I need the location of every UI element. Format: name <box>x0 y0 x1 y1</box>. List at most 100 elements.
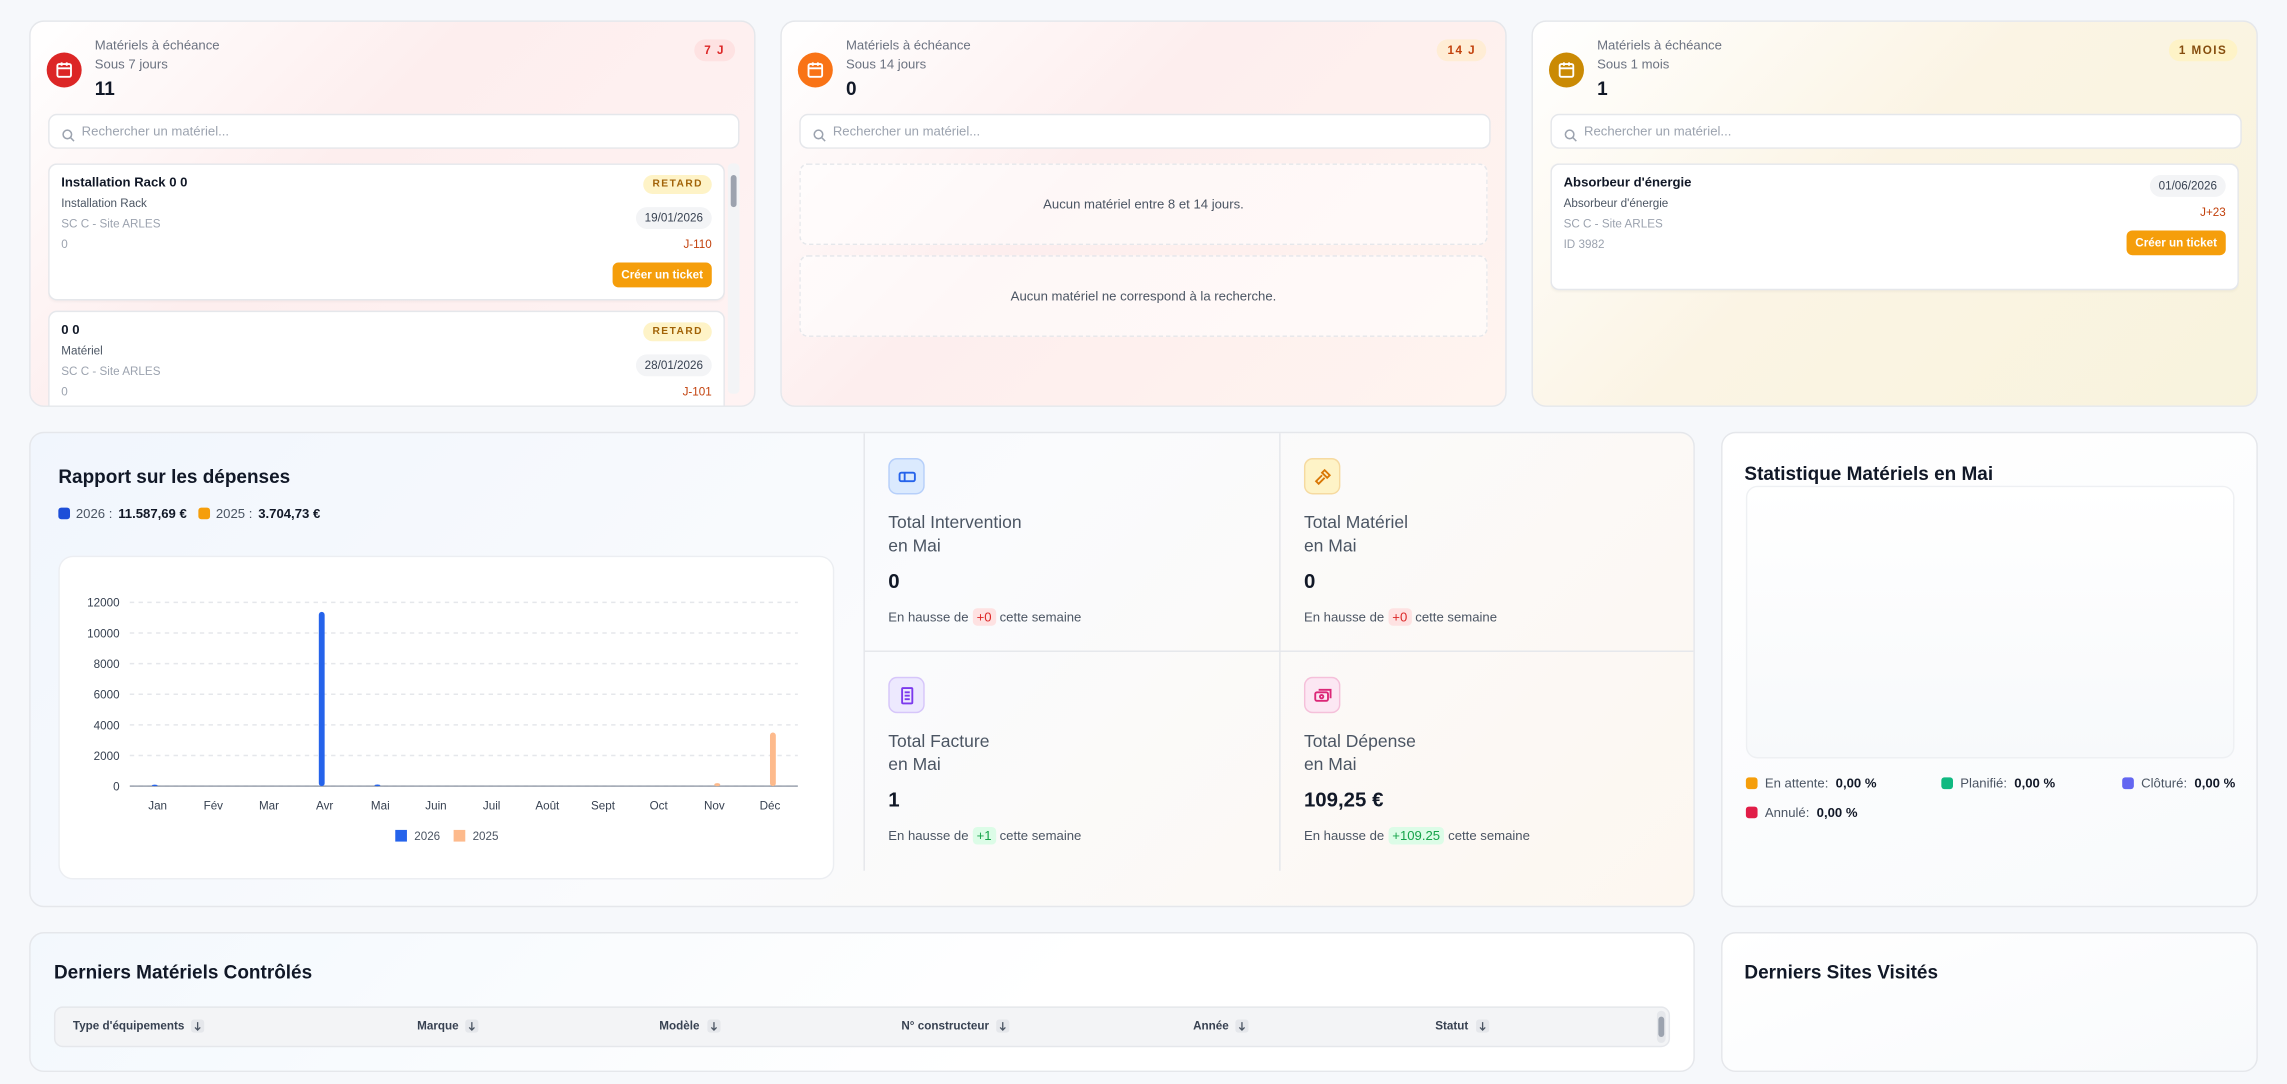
column-label: Type d'équipements <box>72 1019 185 1033</box>
create-ticket-button[interactable]: Créer un ticket <box>2126 230 2226 256</box>
pie-legend-item: Clôturé: 0,00 % <box>2122 776 2235 791</box>
search-box[interactable]: Rechercher un matériel... <box>48 113 740 150</box>
legend-swatch <box>1745 777 1758 790</box>
x-tick-label: Fév <box>204 799 224 812</box>
trend-badge: +0 <box>972 608 996 626</box>
table-title: Derniers Matériels Contrôlés <box>53 961 313 984</box>
item-list: Installation Rack 0 0 RETARD Installation … <box>48 163 725 406</box>
scrollbar <box>727 163 740 394</box>
stat-value: 0 <box>1303 568 1316 593</box>
column-header[interactable]: Année <box>1193 1019 1250 1033</box>
sites-title: Derniers Sites Visités <box>1744 961 1939 984</box>
x-tick-label: Juil <box>483 799 501 812</box>
sort-icon[interactable] <box>1236 1019 1250 1033</box>
stat-period: en Mai <box>888 754 941 775</box>
status-badge: RETARD <box>643 175 712 194</box>
stat-trend: En hausse de +109.25 cette semaine <box>1303 826 1530 845</box>
item-type: Matériel <box>61 344 103 358</box>
sort-icon[interactable] <box>996 1019 1010 1033</box>
y-tick-label: 0 <box>113 781 120 794</box>
y-tick-label: 10000 <box>87 627 120 640</box>
column-label: Marque <box>417 1019 459 1033</box>
legend-label: 2025 : <box>215 506 253 521</box>
trend-badge: +1 <box>972 826 996 845</box>
column-label: Statut <box>1435 1019 1469 1033</box>
item-type: Installation Rack <box>61 196 147 211</box>
search-box[interactable]: Rechercher un matériel... <box>799 113 1491 149</box>
column-header[interactable]: Marque <box>417 1019 480 1033</box>
item: Installation Rack 0 0 RETARD Installation … <box>48 163 725 301</box>
stat-cell: Total Dépense en Mai 109,25 € En hausse de … <box>1279 651 1693 871</box>
sites-panel: Derniers Sites Visités <box>1721 932 2258 1073</box>
pie-legend-item: En attente: 0,00 % <box>1745 775 1877 791</box>
search-placeholder: Rechercher un matériel... <box>1583 123 1732 139</box>
report-legend-item: 2025 : 3.704,73 € <box>198 506 320 521</box>
legend-value: 0,00 % <box>1835 775 1877 791</box>
create-ticket-button[interactable]: Créer un ticket <box>612 262 712 288</box>
column-header[interactable]: Modèle <box>659 1019 720 1033</box>
search-icon <box>61 124 76 150</box>
card-badge: 14 J <box>1437 39 1487 62</box>
sort-icon[interactable] <box>465 1019 480 1033</box>
card-subtitle: Sous 14 jours <box>845 56 927 72</box>
report-panel: Rapport sur les dépenses 2026 : 11.587,69 … <box>29 431 1695 908</box>
legend-label: 2025 <box>473 830 499 843</box>
trend-suffix: cette semaine <box>1415 609 1498 625</box>
legend-label: Planifié: <box>1960 775 2008 791</box>
calendar-icon <box>46 52 82 88</box>
search-placeholder: Rechercher un matériel... <box>832 123 981 139</box>
item-id: ID 3982 <box>1563 237 1605 251</box>
stat-cell: Total Intervention en Mai 0 En hausse de +0… <box>863 433 1280 652</box>
item: Absorbeur d'énergie Absorbeur d'énergie 01… <box>1550 163 2239 291</box>
x-tick-label: Sept <box>591 799 616 812</box>
x-tick-label: Nov <box>704 799 725 812</box>
stat-cell: Total Facture en Mai 1 En hausse de +1 cett… <box>863 651 1279 871</box>
scroll-thumb <box>730 175 737 208</box>
due-card: Matériels à échéance Sous 14 jours 0 14 J Re… <box>780 20 1507 407</box>
stat-trend: En hausse de +1 cette semaine <box>888 826 1081 845</box>
legend-label: 2026 <box>414 830 440 843</box>
item-id: 0 <box>61 237 68 251</box>
delay: J-110 <box>683 237 712 251</box>
column-header[interactable]: Type d'équipements <box>72 1019 205 1033</box>
delay: J+23 <box>2200 205 2226 219</box>
column-header[interactable]: N° constructeur <box>901 1019 1010 1033</box>
empty-message: Aucun matériel entre 8 et 14 jours. <box>799 163 1488 246</box>
card-title: Matériels à échéance <box>1597 37 1722 53</box>
trend-prefix: En hausse de <box>1303 828 1385 844</box>
bar <box>151 784 158 787</box>
legend-swatch <box>1745 806 1758 819</box>
y-tick-label: 6000 <box>94 689 120 702</box>
x-tick-label: Déc <box>760 799 781 812</box>
pie-panel: Statistique Matériels en Mai En attente: 0… <box>1721 431 2258 908</box>
card-count: 0 <box>845 77 857 100</box>
item-type: Absorbeur d'énergie <box>1563 196 1669 211</box>
trend-prefix: En hausse de <box>888 609 969 625</box>
sort-icon[interactable] <box>1475 1019 1489 1033</box>
card-subtitle: Sous 1 mois <box>1597 56 1670 72</box>
card-subtitle: Sous 7 jours <box>94 56 168 72</box>
column-header[interactable]: Statut <box>1435 1019 1489 1033</box>
sort-icon[interactable] <box>706 1019 720 1033</box>
card-title: Matériels à échéance <box>94 37 220 53</box>
search-box[interactable]: Rechercher un matériel... <box>1550 113 2242 149</box>
trend-prefix: En hausse de <box>1303 609 1385 625</box>
stat-trend: En hausse de +0 cette semaine <box>888 608 1081 626</box>
scrollbar <box>1656 1010 1666 1043</box>
item-site: SC C - Site ARLES <box>61 364 161 378</box>
due-card: Matériels à échéance Sous 7 jours 11 7 J Rec… <box>29 20 756 407</box>
legend-swatch <box>58 507 71 520</box>
card-badge: 1 MOIS <box>2168 39 2238 62</box>
legend-value: 0,00 % <box>1816 805 1858 820</box>
scroll-thumb <box>1658 1016 1665 1038</box>
x-tick-label: Juin <box>425 799 446 812</box>
pie-area <box>1745 485 2235 759</box>
stat-title: Total Intervention <box>888 511 1022 533</box>
stat-title: Total Dépense <box>1303 730 1416 752</box>
legend-label: Annulé: <box>1764 805 1810 820</box>
legend-label: 2026 : <box>75 506 113 521</box>
sort-icon[interactable] <box>191 1019 205 1033</box>
item-site: SC C - Site ARLES <box>1563 217 1663 231</box>
